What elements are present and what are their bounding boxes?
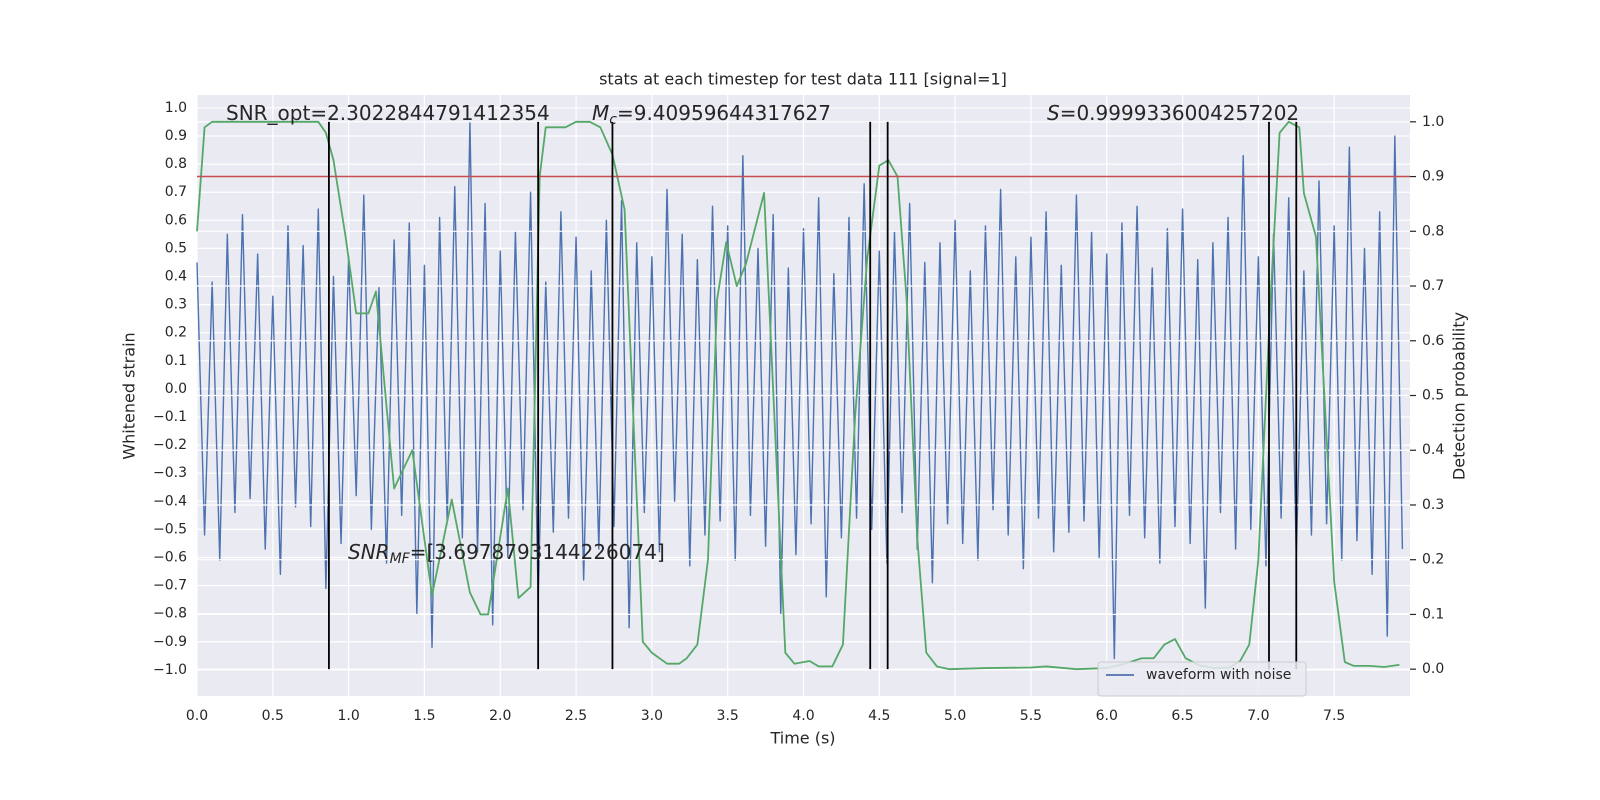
- y-tick-label: 0.5: [165, 240, 187, 256]
- annotation: S=0.9999336004257202: [1047, 101, 1299, 125]
- y2-tick-label: 0.5: [1422, 388, 1444, 404]
- y2-axis-label: Detection probability: [1450, 312, 1469, 480]
- x-tick-label: 6.0: [1096, 708, 1118, 724]
- y-tick-label: 0.2: [165, 325, 187, 341]
- x-tick-label: 6.5: [1171, 708, 1193, 724]
- x-tick-label: 4.0: [792, 708, 814, 724]
- y-axis-label: Whitened strain: [120, 332, 139, 459]
- y-tick-label: 0.9: [165, 128, 187, 144]
- x-tick-label: 5.0: [944, 708, 966, 724]
- y-tick-label: 0.1: [165, 353, 187, 369]
- x-axis-label: Time (s): [769, 729, 835, 748]
- x-tick-label: 7.5: [1323, 708, 1345, 724]
- annotation-part: MF: [390, 551, 411, 567]
- x-tick-label: 1.5: [413, 708, 435, 724]
- y2-tick-label: 0.7: [1422, 278, 1444, 294]
- annotation-part: S: [1047, 101, 1060, 125]
- annotation: SNRMF=[3.6978793144226074]: [348, 540, 665, 568]
- x-tick-label: 1.0: [337, 708, 359, 724]
- y2-tick-label: 0.3: [1422, 497, 1444, 513]
- y-tick-label: −0.5: [153, 521, 187, 537]
- x-tick-label: 4.5: [868, 708, 890, 724]
- y2-tick-label: 0.6: [1422, 333, 1444, 349]
- y-tick-label: 0.3: [165, 297, 187, 313]
- y-tick-label: −0.4: [153, 493, 187, 509]
- y2-tick-label: 0.1: [1422, 606, 1444, 622]
- annotation: SNR_opt=2.3022844791412354: [226, 101, 550, 125]
- y2-tick-label: 0.9: [1422, 169, 1444, 185]
- annotation-part: =9.40959644317627: [617, 101, 831, 125]
- y2-tick-label: 0.2: [1422, 552, 1444, 568]
- y-tick-label: 0.6: [165, 212, 187, 228]
- annotation-part: M: [592, 101, 609, 125]
- y-tick-label: −0.9: [153, 634, 187, 650]
- annotation-part: SNR_opt=2.3022844791412354: [226, 101, 550, 125]
- y-tick-label: 0.7: [165, 184, 187, 200]
- y-tick-label: −0.2: [153, 437, 187, 453]
- y-tick-label: −0.3: [153, 465, 187, 481]
- annotation-part: SNR: [348, 540, 390, 564]
- y-tick-label: 1.0: [165, 100, 187, 116]
- y2-tick-label: 1.0: [1422, 114, 1444, 130]
- y-tick-label: 0.8: [165, 156, 187, 172]
- chart-title: stats at each timestep for test data 111…: [599, 70, 1007, 89]
- y-tick-label: 0.0: [165, 381, 187, 397]
- series-line: [196, 121, 1404, 660]
- x-tick-label: 2.0: [489, 708, 511, 724]
- annotation-part: =0.9999336004257202: [1060, 101, 1299, 125]
- y2-tick-label: 0.4: [1422, 442, 1444, 458]
- x-tick-label: 3.0: [641, 708, 663, 724]
- y-tick-label: −0.7: [153, 578, 187, 594]
- y-tick-label: −1.0: [153, 662, 187, 678]
- x-tick-label: 2.5: [565, 708, 587, 724]
- annotation-part: c: [609, 112, 617, 128]
- x-tick-label: 5.5: [1020, 708, 1042, 724]
- x-tick-label: 3.5: [717, 708, 739, 724]
- y-tick-label: 0.4: [165, 269, 187, 285]
- annotation-part: =[3.6978793144226074]: [410, 540, 665, 564]
- x-tick-label: 0.5: [262, 708, 284, 724]
- annotation: Mc=9.40959644317627: [592, 101, 831, 129]
- legend-label: waveform with noise: [1146, 667, 1291, 683]
- x-tick-label: 7.0: [1247, 708, 1269, 724]
- y-tick-label: −0.1: [153, 409, 187, 425]
- y-tick-label: −0.6: [153, 549, 187, 565]
- y-tick-label: −0.8: [153, 606, 187, 622]
- x-tick-label: 0.0: [186, 708, 208, 724]
- legend-box: [1097, 661, 1307, 697]
- y2-tick-label: 0.8: [1422, 223, 1444, 239]
- y2-tick-label: 0.0: [1422, 661, 1444, 677]
